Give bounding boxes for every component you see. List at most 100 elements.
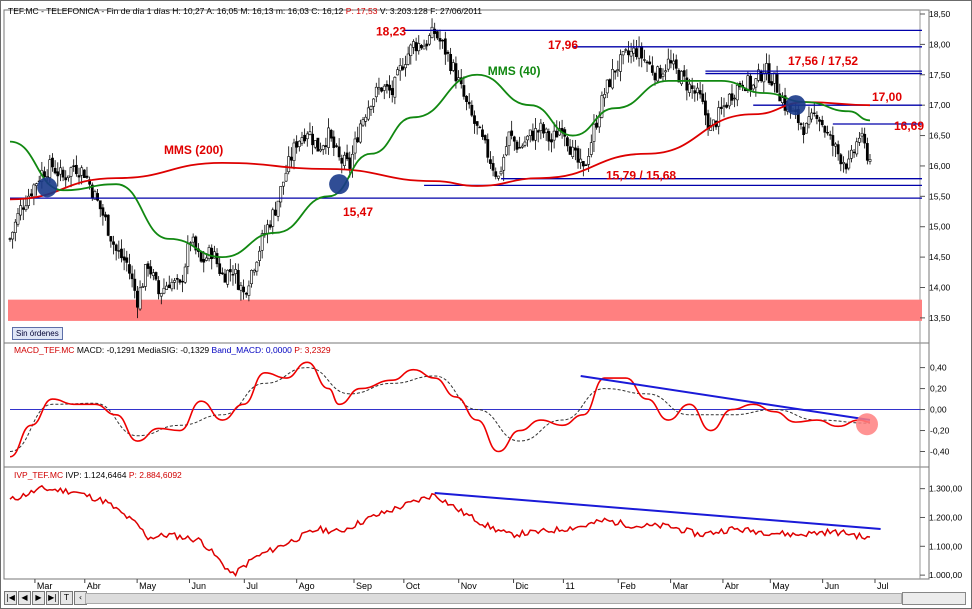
candle-body xyxy=(191,236,195,243)
scrollbar-thumb[interactable] xyxy=(902,592,966,605)
x-tick-label: Oct xyxy=(406,581,421,591)
candle-body xyxy=(624,49,628,51)
candle-body xyxy=(106,214,110,236)
candle-body xyxy=(635,48,638,57)
candle-body xyxy=(401,66,405,70)
candle-body xyxy=(757,69,760,81)
y-tick-label: 17,50 xyxy=(929,70,951,80)
candle-body xyxy=(242,286,245,293)
candle-body xyxy=(11,231,15,240)
candle-body xyxy=(340,157,344,164)
candle-body xyxy=(807,116,811,125)
sin-ordenes-button[interactable]: Sin órdenes xyxy=(12,327,63,340)
candle-body xyxy=(295,141,299,148)
level-label: 17,56 / 17,52 xyxy=(788,54,858,68)
ticker-label: TEF.MC xyxy=(8,6,39,16)
candle-body xyxy=(584,164,588,166)
y-tick-label: 18,50 xyxy=(929,9,951,19)
candle-body xyxy=(467,101,471,105)
candle-body xyxy=(677,69,681,83)
candle-body xyxy=(645,61,649,64)
candle-body xyxy=(735,85,739,101)
candle-body xyxy=(51,157,54,168)
mms40-label: MMS (40) xyxy=(488,64,541,78)
candle-body xyxy=(629,50,633,57)
candle-body xyxy=(329,129,333,139)
candle-body xyxy=(361,119,365,126)
candle-body xyxy=(114,244,118,251)
min-value: m: 16,03 xyxy=(275,6,309,16)
candle-body xyxy=(430,26,434,38)
candle-body xyxy=(664,70,668,73)
candle-body xyxy=(173,280,176,283)
candle-body xyxy=(48,159,52,178)
candle-body xyxy=(183,266,187,283)
candle-body xyxy=(823,126,827,133)
y-tick-label: 0,20 xyxy=(930,384,947,394)
candle-body xyxy=(165,285,169,290)
horizontal-scrollbar[interactable] xyxy=(85,593,902,604)
candle-body xyxy=(579,158,583,163)
candle-body xyxy=(717,107,721,127)
candle-body xyxy=(510,130,514,136)
candle-body xyxy=(592,123,596,142)
x-tick-label: Nov xyxy=(461,581,478,591)
candle-body xyxy=(369,106,373,110)
candle-body xyxy=(66,175,70,178)
candle-body xyxy=(297,140,301,147)
text-tool-button[interactable]: T xyxy=(60,591,73,605)
candle-body xyxy=(109,236,113,242)
candle-body xyxy=(27,195,30,206)
candle-body xyxy=(303,134,307,142)
candle-body xyxy=(454,63,458,82)
level-label: 15,47 xyxy=(343,205,373,219)
candle-body xyxy=(576,148,580,163)
prev-button[interactable]: ◀ xyxy=(18,591,31,605)
first-page-button[interactable]: |◀ xyxy=(4,591,17,605)
candle-body xyxy=(605,79,609,94)
x-tick-label: 11 xyxy=(565,581,574,591)
candle-body xyxy=(656,66,660,82)
candle-body xyxy=(279,186,283,203)
candle-body xyxy=(637,46,641,59)
mms200-line xyxy=(9,101,871,201)
candle-body xyxy=(157,280,161,295)
candle-body xyxy=(300,137,304,144)
candle-body xyxy=(366,107,370,120)
candle-body xyxy=(276,200,280,217)
candle-body xyxy=(61,169,65,178)
candle-body xyxy=(828,134,832,136)
candle-body xyxy=(228,269,232,273)
crossover-marker xyxy=(329,174,350,195)
macd-signal-value: MediaSIG: -0,1329 xyxy=(137,345,210,355)
date-value: F: 27/06/2011 xyxy=(430,6,482,16)
candle-body xyxy=(706,113,710,130)
x-tick-label: Mar xyxy=(37,581,53,591)
next-button[interactable]: ▶ xyxy=(32,591,45,605)
candle-body xyxy=(311,133,314,146)
candle-body xyxy=(725,104,729,108)
candle-body xyxy=(417,43,421,52)
candle-body xyxy=(704,100,707,116)
candle-body xyxy=(597,116,601,128)
candle-body xyxy=(688,83,691,93)
candle-body xyxy=(661,73,665,77)
candle-body xyxy=(446,51,450,54)
candle-body xyxy=(465,95,468,102)
candle-body xyxy=(863,133,867,144)
candle-body xyxy=(433,28,437,34)
candle-body xyxy=(151,272,155,276)
candle-body xyxy=(80,167,84,176)
candle-body xyxy=(693,90,697,94)
macd-prefix: MACD_TEF.MC xyxy=(14,345,75,355)
candle-body xyxy=(146,263,150,269)
last-page-button[interactable]: ▶| xyxy=(46,591,59,605)
candle-body xyxy=(337,146,341,158)
candle-body xyxy=(812,112,816,115)
candle-body xyxy=(587,156,591,165)
candle-body xyxy=(274,209,277,216)
candle-body xyxy=(696,87,699,94)
candle-body xyxy=(24,205,28,211)
candle-body xyxy=(539,122,543,131)
candle-body xyxy=(520,145,524,148)
